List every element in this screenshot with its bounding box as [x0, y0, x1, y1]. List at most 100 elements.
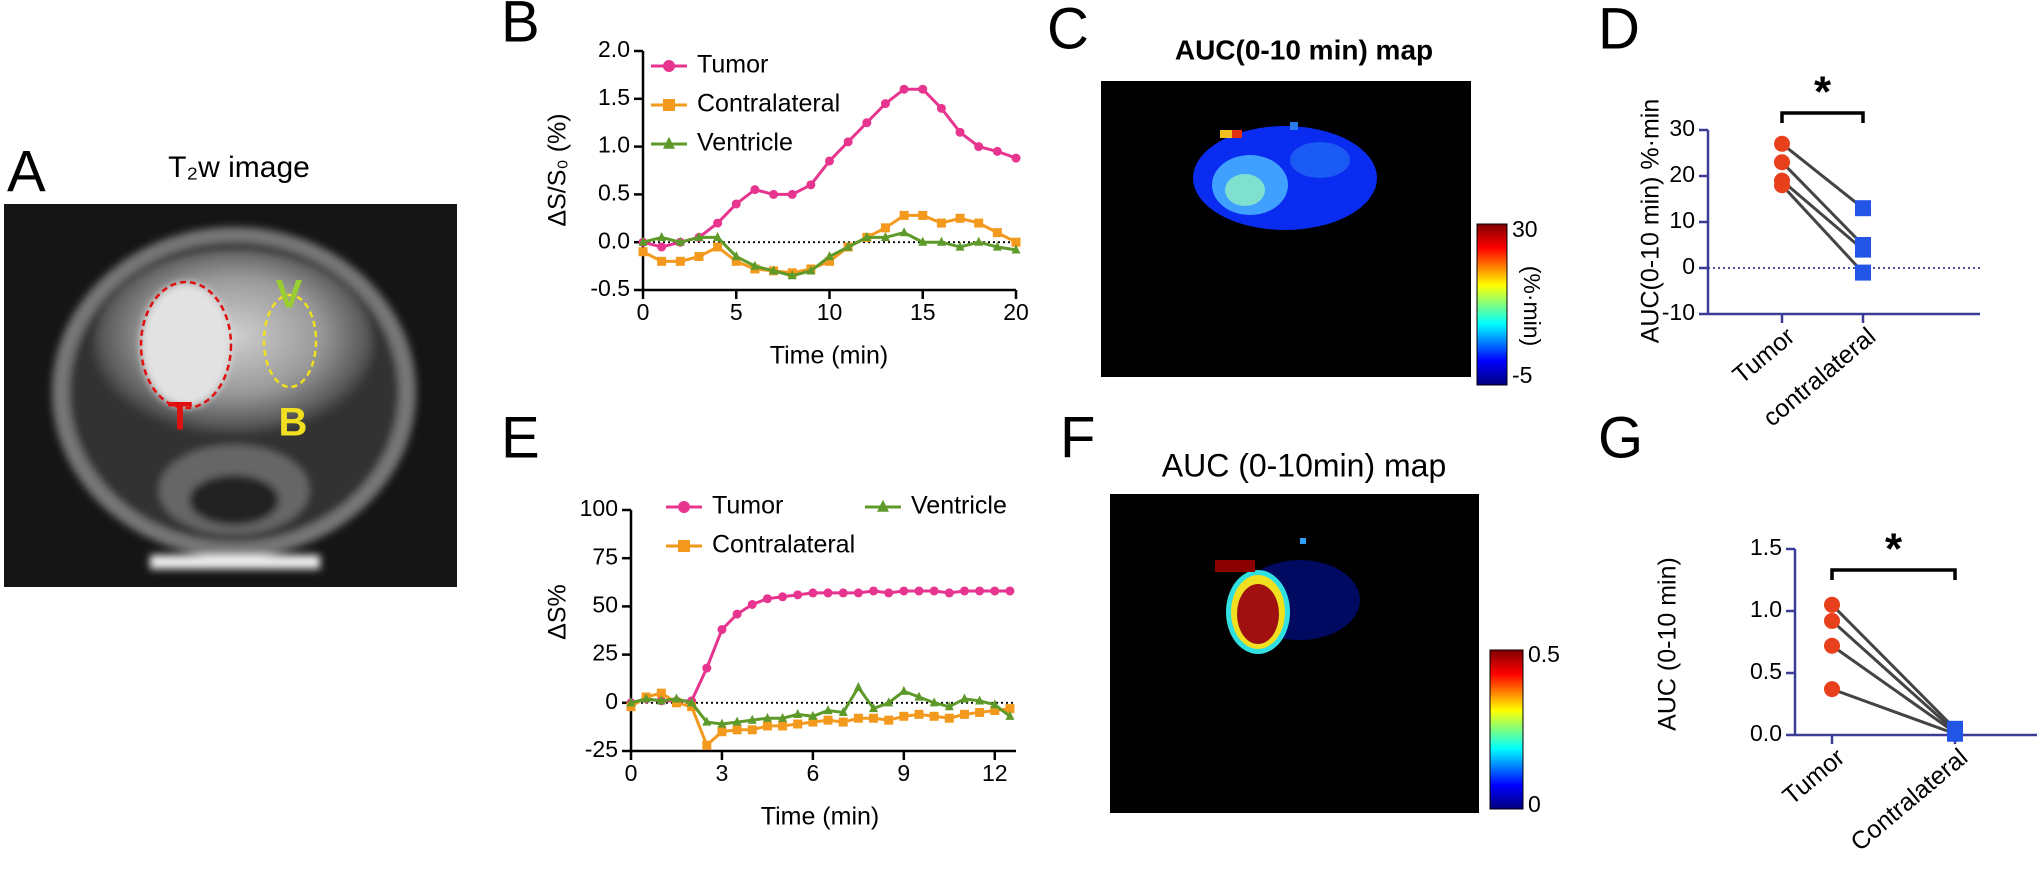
x-tick-label: 6 — [806, 760, 819, 786]
marker — [838, 707, 848, 717]
y-tick-label: 50 — [592, 591, 618, 617]
marker — [929, 711, 939, 721]
marker — [825, 251, 834, 261]
marker — [862, 118, 872, 128]
marker — [853, 713, 863, 723]
pair-line — [1780, 184, 1865, 274]
series-line — [630, 589, 1010, 705]
marker — [838, 588, 848, 598]
marker — [1855, 241, 1871, 258]
marker — [992, 146, 1002, 156]
marker — [884, 697, 894, 707]
roi-label: T — [168, 395, 192, 439]
marker — [671, 693, 681, 703]
x-tick-label: 0 — [625, 760, 638, 786]
marker — [787, 270, 797, 280]
marker — [990, 699, 1000, 709]
legend-marker — [663, 60, 675, 72]
colorbar-label: 0.5 — [1528, 641, 1560, 667]
marker — [731, 256, 741, 266]
marker — [944, 588, 954, 598]
marker — [1011, 244, 1021, 254]
marker — [823, 588, 833, 598]
marker — [657, 232, 667, 242]
pair-line — [1781, 142, 1864, 210]
panel-letter: G — [1598, 405, 1643, 470]
marker — [747, 599, 757, 609]
marker — [929, 586, 939, 596]
x-tick-label: 12 — [982, 760, 1008, 786]
tumor-roi — [139, 280, 233, 410]
marker — [1947, 725, 1963, 742]
marker — [626, 697, 636, 707]
legend-label: Ventricle — [697, 129, 793, 157]
y-tick-label: 1.0 — [1750, 596, 1782, 622]
marker — [713, 218, 723, 228]
marker — [959, 586, 969, 596]
marker — [778, 712, 788, 722]
significance-label: * — [1885, 525, 1903, 574]
marker — [675, 256, 685, 266]
pair-line — [1780, 161, 1865, 247]
marker — [936, 103, 946, 113]
marker — [992, 241, 1002, 251]
marker — [694, 252, 704, 262]
y-tick-label: 0.0 — [1750, 720, 1782, 746]
marker — [1774, 154, 1790, 171]
y-tick-label: 100 — [580, 495, 618, 521]
marker — [825, 256, 834, 266]
colorbar-label: 30 — [1512, 216, 1538, 242]
legend-marker — [678, 501, 690, 513]
marker — [731, 199, 741, 209]
legend-label: Tumor — [697, 51, 768, 79]
marker — [732, 716, 742, 726]
marker — [702, 716, 712, 726]
marker — [762, 721, 772, 731]
marker — [853, 681, 863, 691]
marker — [853, 588, 863, 598]
marker — [975, 695, 985, 705]
pair-line — [1830, 619, 1957, 733]
image-title: AUC (0-10min) map — [1162, 447, 1447, 483]
marker — [955, 127, 965, 137]
y-tick-label: 0 — [605, 688, 618, 714]
marker — [717, 718, 727, 728]
marker — [747, 725, 757, 735]
marker — [687, 697, 697, 707]
colorbar — [1489, 649, 1524, 810]
marker — [1005, 704, 1015, 714]
y-tick-label: 0.5 — [1750, 658, 1782, 684]
marker — [914, 691, 924, 701]
y-tick-label: 0.0 — [598, 227, 630, 253]
marker — [955, 213, 965, 223]
y-tick-label: -0.5 — [590, 275, 630, 301]
y-axis-label: ΔS/S₀ (%) — [544, 113, 572, 226]
x-tick-label: 5 — [730, 299, 743, 325]
marker — [880, 223, 890, 233]
marker — [838, 717, 848, 727]
marker — [656, 695, 666, 705]
x-tick-label: Tumor — [1777, 743, 1850, 810]
marker — [869, 586, 879, 596]
marker — [914, 586, 924, 596]
legend-label: Contralateral — [712, 531, 855, 559]
marker — [702, 663, 712, 673]
marker — [793, 719, 803, 729]
marker — [936, 218, 946, 228]
marker — [808, 710, 818, 720]
marker — [1005, 586, 1015, 596]
marker — [975, 707, 985, 717]
x-tick-label: Contralateral — [1845, 743, 1973, 856]
marker — [657, 256, 667, 266]
y-tick-label: -10 — [1662, 299, 1695, 325]
marker — [702, 740, 712, 750]
pair-line — [1781, 179, 1864, 251]
marker — [992, 228, 1002, 238]
legend-label: Tumor — [712, 492, 783, 520]
legend-marker — [877, 499, 889, 512]
marker — [750, 260, 760, 270]
marker — [936, 236, 946, 246]
marker — [862, 232, 872, 242]
marker — [914, 709, 924, 719]
heatmap-blob — [1215, 538, 1360, 654]
